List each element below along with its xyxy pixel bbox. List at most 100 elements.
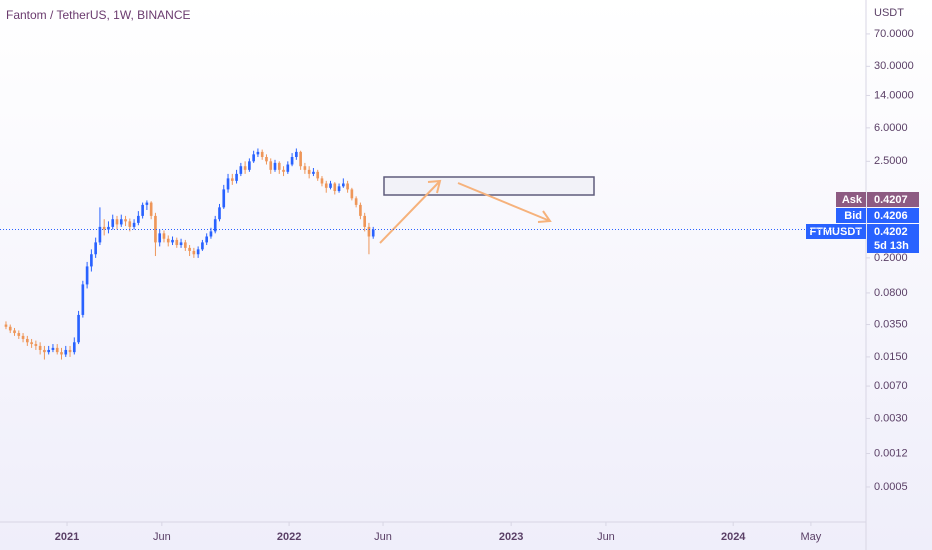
- y-tick-label: 0.0005: [874, 481, 908, 493]
- candle-body: [158, 233, 162, 243]
- candle-body: [111, 219, 115, 227]
- candle-body: [359, 204, 362, 216]
- y-tick-label: 0.0150: [874, 351, 908, 363]
- candle-body: [243, 166, 247, 170]
- candle-body: [196, 249, 200, 255]
- candle-body: [282, 169, 285, 172]
- candle-body: [94, 242, 97, 255]
- candle-body: [367, 226, 371, 237]
- candle-body: [316, 171, 320, 179]
- candle-body: [329, 183, 332, 188]
- arrow-down: [457, 182, 552, 223]
- candle-body: [230, 178, 234, 181]
- y-tick-label: 0.0012: [874, 447, 908, 459]
- candle-body: [38, 345, 42, 350]
- x-tick-label: Jun: [597, 531, 615, 543]
- x-tick-label: May: [801, 531, 822, 543]
- candle-body: [72, 342, 76, 353]
- candle-body: [252, 154, 255, 162]
- candle-body: [81, 284, 85, 315]
- price-label-value: 0.4207: [874, 194, 908, 206]
- candle-body: [260, 151, 264, 157]
- candle-body: [166, 238, 170, 243]
- candle-body: [337, 186, 341, 192]
- countdown-box: [867, 238, 919, 253]
- candle-body: [30, 342, 33, 345]
- candle-body: [119, 219, 123, 225]
- plot: [4, 148, 375, 360]
- x-tick-label: 2022: [277, 531, 301, 543]
- candle-body: [26, 338, 29, 343]
- price-label-tag: [836, 208, 866, 223]
- y-tick-label: 14.0000: [874, 89, 914, 101]
- axis-unit: USDT: [874, 7, 904, 19]
- y-tick-label: 30.0000: [874, 60, 914, 72]
- candle-body: [85, 266, 89, 285]
- price-label-box: [867, 192, 919, 207]
- candle-body: [102, 226, 106, 230]
- candle-body: [141, 204, 144, 216]
- y-tick-label: 0.0070: [874, 380, 908, 392]
- price-label-tag: [806, 224, 866, 239]
- candle-body: [4, 324, 8, 327]
- candle-body: [179, 242, 183, 246]
- candle-body: [77, 314, 80, 343]
- candle-body: [98, 226, 102, 243]
- y-tick-label: 0.0350: [874, 318, 908, 330]
- price-label-name: FTMUSDT: [809, 226, 862, 238]
- price-label-box: [867, 224, 919, 239]
- candle-body: [188, 247, 191, 251]
- candle-body: [17, 333, 21, 336]
- candle-body: [145, 202, 149, 205]
- candle-body: [320, 178, 324, 184]
- candle-body: [209, 231, 213, 237]
- candle-body: [256, 151, 260, 155]
- price-label-value: 0.4202: [874, 226, 908, 238]
- candle-body: [171, 239, 174, 243]
- candle-body: [55, 347, 59, 353]
- candle-body: [60, 352, 63, 355]
- candle-body: [154, 215, 157, 243]
- chart-title: Fantom / TetherUS, 1W, BINANCE: [6, 8, 191, 22]
- arrow-up: [379, 179, 442, 244]
- candle-body: [324, 183, 328, 188]
- candle-body: [124, 219, 127, 222]
- countdown: 5d 13h: [874, 240, 909, 252]
- candle-body: [107, 226, 110, 230]
- x-tick-label: 2024: [721, 531, 746, 543]
- candle-body: [64, 349, 68, 355]
- x-tick-label: Jun: [153, 531, 171, 543]
- candle-body: [137, 215, 140, 223]
- candle-body: [235, 173, 238, 181]
- y-tick-label: 0.2000: [874, 252, 908, 264]
- candle-body: [239, 166, 243, 174]
- candle-body: [342, 183, 345, 187]
- candle-body: [47, 349, 51, 353]
- x-tick-label: 2023: [499, 531, 523, 543]
- candle-body: [43, 349, 46, 353]
- candle-body: [162, 233, 166, 239]
- candle-body: [128, 221, 132, 227]
- y-tick-label: 0.0800: [874, 287, 908, 299]
- candle-body: [149, 202, 153, 216]
- candle-body: [175, 239, 179, 246]
- price-label-name: Ask: [842, 194, 863, 206]
- candle-body: [205, 236, 209, 243]
- y-tick-label: 0.0030: [874, 412, 908, 424]
- candle-body: [34, 344, 38, 346]
- candle-body: [192, 250, 196, 255]
- price-label-box: [867, 208, 919, 223]
- price-label-name: Bid: [844, 210, 862, 222]
- target-zone: [383, 176, 595, 196]
- candle-body: [8, 326, 12, 331]
- candle-body: [269, 161, 273, 170]
- candle-body: [218, 207, 221, 220]
- candle-body: [248, 161, 251, 170]
- arrows: [379, 179, 552, 244]
- candle-body: [371, 229, 375, 237]
- candle-body: [115, 219, 119, 225]
- price-label-value: 0.4206: [874, 210, 908, 222]
- candle-body: [350, 189, 354, 199]
